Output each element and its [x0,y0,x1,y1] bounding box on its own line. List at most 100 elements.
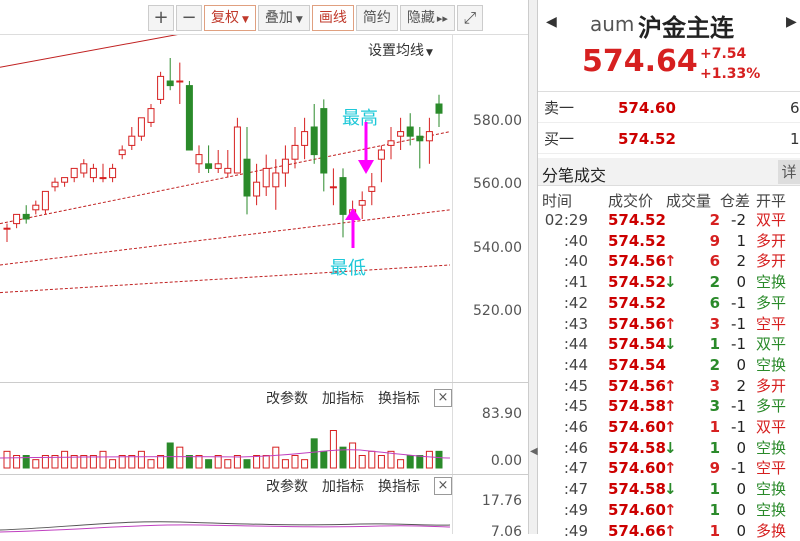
trade-price: 574.60 [608,458,666,478]
trade-oi-change: -2 [724,210,746,230]
trade-oi-change: -1 [724,458,746,478]
detail-button[interactable]: 详 [778,160,800,184]
add-indicator-button[interactable]: 加指标 [322,476,364,496]
close-icon[interactable]: × [434,477,452,495]
volume-bar [407,456,413,469]
trade-oi-change: 0 [724,500,746,520]
candle [244,127,250,214]
trade-time: :46 [542,417,588,437]
indicator-chart[interactable] [0,514,450,534]
scrollbar[interactable] [794,190,800,534]
candle [225,150,231,178]
bid-label: 买一 [544,124,574,154]
trade-oi-change: 0 [724,272,746,292]
candle [388,127,394,159]
fullscreen-icon[interactable]: ⤢ [457,5,483,31]
volume-bar [398,460,404,468]
trade-type: 空换 [756,500,786,520]
volume-bar [321,451,327,468]
candle [148,104,154,127]
trade-direction-icon: ↓ [664,479,677,499]
trade-type: 双平 [756,210,786,230]
candle [71,168,77,182]
volume-bar [436,451,442,468]
candle [110,164,116,182]
volume-bar [263,456,269,469]
candle [129,127,135,150]
trade-oi-change: 2 [724,376,746,396]
trade-type: 多开 [756,231,786,251]
close-icon[interactable]: × [434,389,452,407]
volume-chart[interactable] [0,410,450,470]
trade-type: 双平 [756,417,786,437]
trade-volume: 1 [704,334,720,354]
candle [62,178,68,187]
volume-bar [282,460,288,468]
header-price: 成交价 [608,190,653,211]
trade-direction-icon: ↑ [664,396,677,416]
candle [292,127,298,168]
trade-time: :45 [542,376,588,396]
trade-time: :44 [542,355,588,375]
volume-bar [225,460,231,468]
chart-toolbar: + − 复权▼ 叠加▼ 画线 简约 隐藏▸▸ ⤢ [148,4,483,32]
candle [215,150,221,173]
edit-params-button[interactable]: 改参数 [266,476,308,496]
trade-type: 空换 [756,355,786,375]
add-indicator-button[interactable]: 加指标 [322,388,364,408]
header-volume: 成交量 [666,190,711,211]
volume-bar [273,447,279,468]
trade-volume: 1 [704,521,720,541]
volume-bar [426,451,432,468]
hide-panel-button[interactable]: 隐藏▸▸ [400,5,455,31]
collapse-arrow-icon[interactable]: ◀ [530,446,538,457]
zoom-out-button[interactable]: − [176,5,202,31]
header-open-close: 开平 [756,190,786,211]
trade-volume: 1 [704,500,720,520]
trade-price: 574.66 [608,521,666,541]
switch-indicator-button[interactable]: 换指标 [378,476,420,496]
candle [398,118,404,150]
trade-price: 574.56 [608,376,666,396]
candle [254,164,260,205]
candle [177,63,183,104]
simple-mode-button[interactable]: 简约 [356,5,398,31]
trade-price: 574.52 [608,293,666,313]
candle [4,224,10,242]
trade-time: :46 [542,438,588,458]
trade-type: 空换 [756,272,786,292]
overlay-dropdown[interactable]: 叠加▼ [258,5,310,31]
prev-symbol-icon[interactable]: ◀ [546,14,557,30]
volume-bar [196,456,202,469]
trade-direction-icon: ↓ [664,334,677,354]
trade-oi-change: 0 [724,521,746,541]
candlestick-chart[interactable] [0,35,528,380]
candle [206,145,212,173]
edit-params-button[interactable]: 改参数 [266,388,308,408]
pane-divider[interactable]: ◀ [528,0,538,534]
volume-bar [254,456,260,469]
candle [33,201,39,215]
zoom-in-button[interactable]: + [148,5,174,31]
trade-type: 空平 [756,314,786,334]
trade-oi-change: -1 [724,417,746,437]
last-price: 574.64 [582,44,698,79]
trade-type: 双平 [756,334,786,354]
candle [138,118,144,141]
trade-volume: 1 [704,479,720,499]
volume-bar [110,460,116,468]
ask-price: 574.60 [618,93,676,123]
next-symbol-icon[interactable]: ▶ [786,14,797,30]
switch-indicator-button[interactable]: 换指标 [378,388,420,408]
bid-row: 买一 574.52 1 [538,124,800,154]
fuquan-dropdown[interactable]: 复权▼ [204,5,256,31]
trend-line [0,210,450,265]
price-axis-divider [452,35,453,534]
draw-line-button[interactable]: 画线 [312,5,354,31]
trade-oi-change: -1 [724,396,746,416]
